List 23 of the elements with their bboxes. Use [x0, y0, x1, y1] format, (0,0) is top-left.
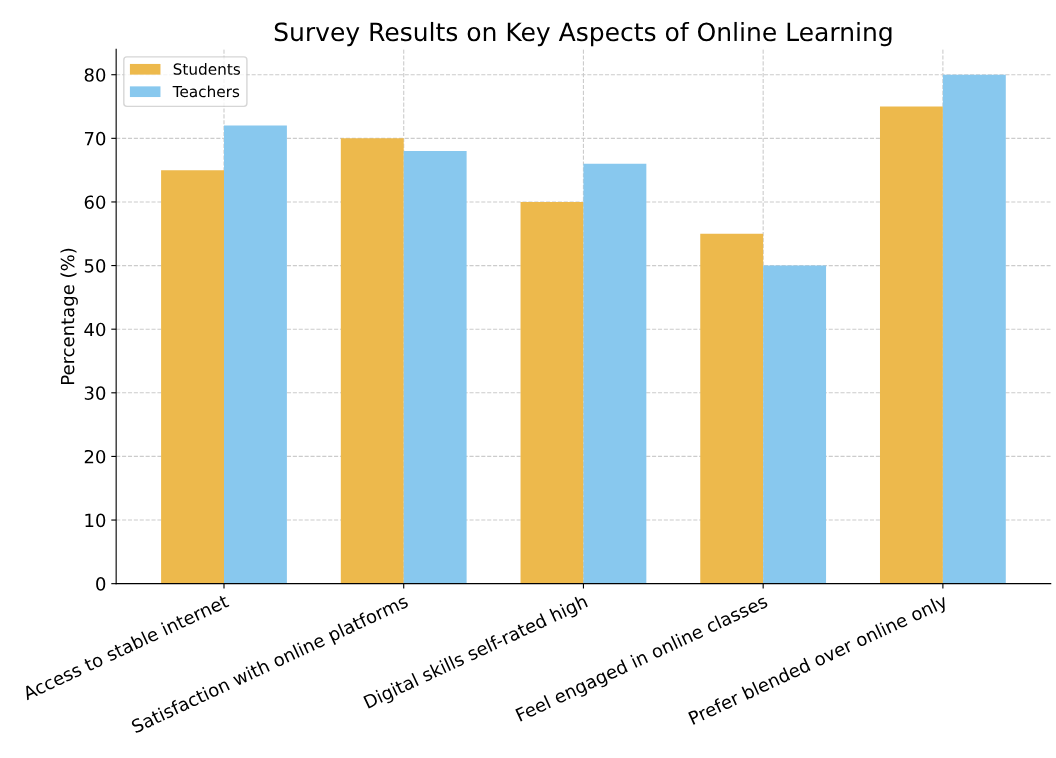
bar — [942, 74, 1006, 584]
y-tick-label: 0 — [96, 577, 106, 591]
bar — [340, 138, 404, 584]
bar — [763, 265, 827, 584]
y-tick-label: 70 — [84, 131, 106, 146]
bar — [700, 233, 764, 584]
bar — [403, 151, 467, 584]
bar — [583, 163, 647, 584]
y-tick-label: 30 — [84, 386, 106, 400]
legend-label: Teachers — [172, 85, 240, 98]
bar — [161, 170, 224, 584]
bar — [879, 106, 943, 584]
bar — [223, 125, 287, 584]
bar — [520, 201, 584, 584]
y-tick-label: 60 — [84, 195, 106, 210]
y-tick-label: 40 — [84, 322, 106, 337]
y-tick-label: 50 — [84, 259, 106, 273]
y-axis-title: Percentage (%) — [60, 248, 78, 384]
legend-label: Students — [173, 63, 241, 75]
y-tick-label: 20 — [84, 449, 106, 464]
chart-title: Survey Results on Key Aspects of Online Learning — [274, 21, 892, 47]
y-tick-label: 80 — [84, 68, 106, 82]
y-tick-label: 10 — [85, 513, 106, 528]
